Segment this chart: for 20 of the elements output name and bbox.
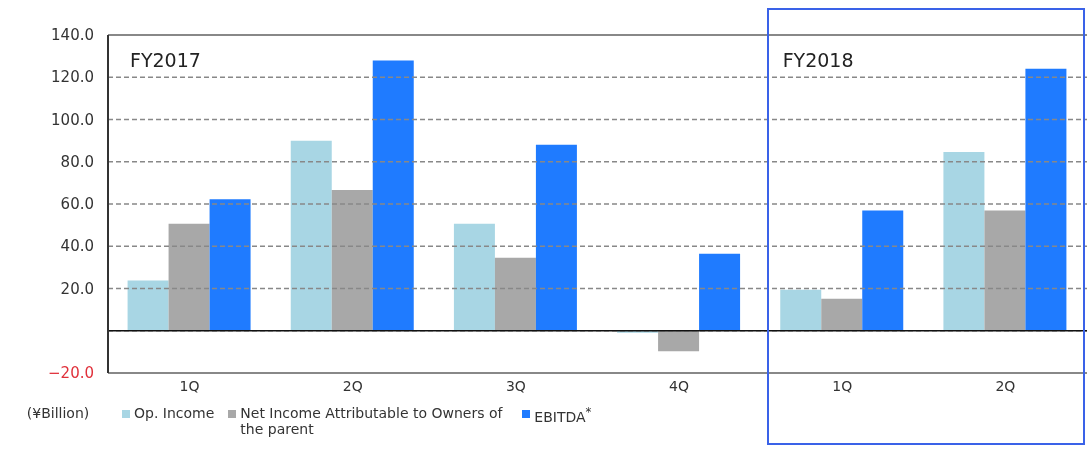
legend-label: Net Income Attributable to Owners of the parent [240, 405, 504, 437]
text: (¥Billion) [25, 405, 91, 421]
y-tick-label: 60.0 [60, 195, 94, 213]
x-tick-label: 1Q [832, 377, 853, 394]
x-tick-label: 2Q [995, 377, 1016, 394]
x-tick-label: 1Q [179, 377, 200, 394]
y-tick-label: −20.0 [48, 364, 94, 382]
legend-label: EBITDA$^{*}$ [534, 405, 592, 425]
legend-label: Op. Income [134, 405, 215, 421]
y-tick-label: 120.0 [51, 68, 94, 87]
x-tick-label: 2Q [342, 377, 363, 394]
y-tick-label: 80.0 [60, 152, 94, 171]
x-tick-label: 4Q [669, 377, 690, 394]
annotation: FY2017 [130, 49, 201, 71]
annotation: FY2018 [782, 49, 854, 71]
y-tick-label: 40.0 [60, 237, 94, 256]
x-tick-label: 3Q [505, 377, 526, 394]
y-tick-label: 100.0 [51, 110, 94, 129]
y-tick-label: 20.0 [60, 279, 94, 298]
y-tick-label: 140.0 [51, 26, 94, 44]
